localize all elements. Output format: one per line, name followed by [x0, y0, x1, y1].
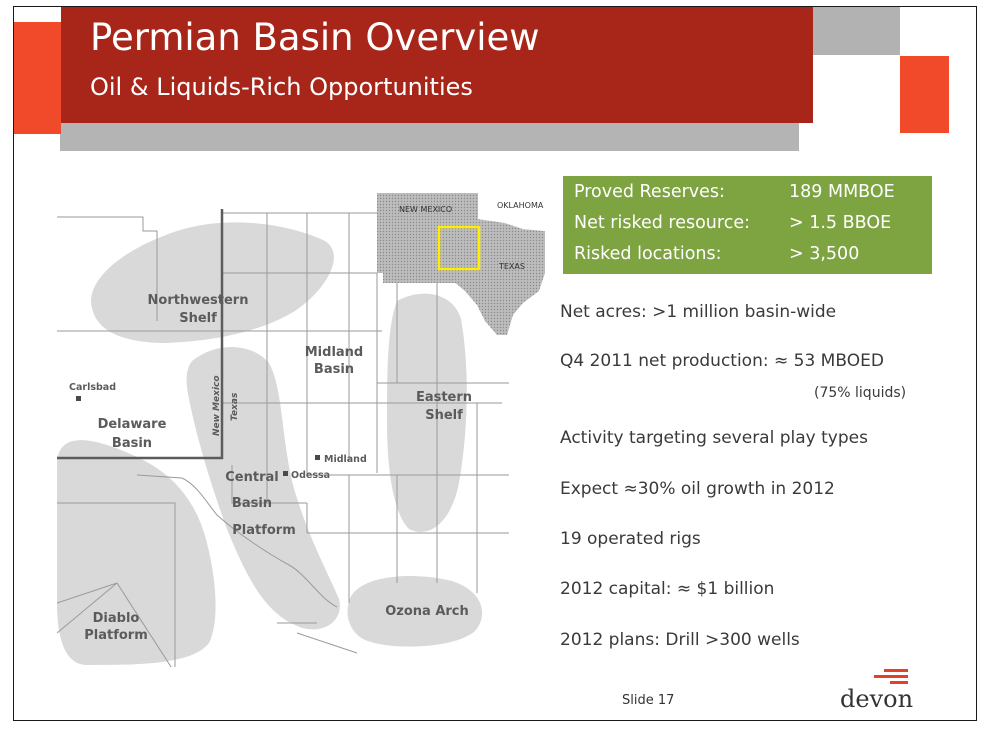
- inset-highlight-box: [437, 225, 481, 271]
- slide-title: Permian Basin Overview: [90, 16, 540, 59]
- label-delaware-basin-2: Basin: [112, 436, 152, 451]
- label-central-basin-2: Basin: [232, 496, 272, 511]
- logo-bar-icon: [884, 669, 908, 672]
- bullet-plans: 2012 plans: Drill >300 wells: [560, 630, 800, 650]
- slide-subtitle: Oil & Liquids-Rich Opportunities: [90, 73, 473, 101]
- highlight-net-risked-resource-value: > 1.5 BBOE: [789, 213, 892, 233]
- region-delaware-basin: [57, 440, 216, 665]
- logo-bar-icon: [874, 675, 908, 678]
- label-central-basin-1: Central: [225, 470, 278, 485]
- label-ozona-arch: Ozona Arch: [385, 604, 469, 619]
- label-midland-basin-2: Basin: [314, 362, 354, 377]
- bullet-capital: 2012 capital: ≈ $1 billion: [560, 579, 775, 599]
- logo-text: devon: [840, 685, 914, 713]
- highlight-risked-locations-value: > 3,500: [789, 244, 860, 264]
- bullet-net-acres: Net acres: >1 million basin-wide: [560, 302, 837, 322]
- label-odessa: Odessa: [291, 470, 330, 481]
- label-eastern-shelf-1: Eastern: [416, 390, 472, 405]
- header-orange-accent-left: [14, 22, 61, 134]
- midland-marker: [315, 455, 320, 460]
- header-orange-accent-right: [900, 56, 949, 133]
- highlight-net-risked-resource-label: Net risked resource:: [574, 213, 750, 233]
- bullet-production-note: (75% liquids): [814, 385, 907, 401]
- carlsbad-marker: [76, 396, 81, 401]
- inset-label-texas: TEXAS: [498, 262, 525, 271]
- header-banner: [61, 7, 813, 123]
- header-shadow-band: [60, 122, 799, 151]
- label-diablo-platform-2: Platform: [84, 628, 148, 643]
- logo-bar-icon: [890, 681, 908, 684]
- bullet-production: Q4 2011 net production: ≈ 53 MBOED: [560, 351, 884, 371]
- region-central-basin-platform: [186, 346, 340, 630]
- slide: Permian Basin Overview Oil & Liquids-Ric…: [13, 6, 977, 721]
- label-new-mexico-border: New Mexico: [212, 375, 222, 436]
- label-eastern-shelf-2: Shelf: [425, 408, 463, 423]
- label-midland-basin-1: Midland: [305, 345, 364, 360]
- label-delaware-basin-1: Delaware: [98, 417, 167, 432]
- label-central-basin-3: Platform: [232, 523, 296, 538]
- label-northwestern-shelf-1: Northwestern: [148, 293, 249, 308]
- inset-oklahoma-shape: [468, 193, 545, 231]
- label-diablo-platform-1: Diablo: [93, 611, 140, 626]
- label-carlsbad: Carlsbad: [69, 382, 116, 393]
- header-gray-accent: [812, 7, 900, 55]
- highlight-proved-reserves-value: 189 MMBOE: [789, 182, 895, 202]
- permian-basin-map: Northwestern Shelf Midland Basin Eastern…: [57, 209, 509, 667]
- label-texas-border: Texas: [230, 392, 240, 421]
- bullet-activity: Activity targeting several play types: [560, 428, 868, 448]
- region-ozona-arch: [347, 575, 483, 647]
- highlight-risked-locations-label: Risked locations:: [574, 244, 722, 264]
- region-northwestern-shelf: [91, 222, 334, 343]
- bullet-growth: Expect ≈30% oil growth in 2012: [560, 479, 835, 499]
- label-midland: Midland: [324, 454, 367, 465]
- inset-label-oklahoma: OKLAHOMA: [497, 201, 544, 210]
- inset-label-new-mexico: NEW MEXICO: [399, 205, 452, 214]
- devon-logo: devon: [840, 669, 920, 715]
- bullet-rigs: 19 operated rigs: [560, 529, 701, 549]
- inset-locator-map: NEW MEXICO OKLAHOMA TEXAS: [377, 193, 545, 335]
- highlight-proved-reserves-label: Proved Reserves:: [574, 182, 725, 202]
- slide-number: Slide 17: [622, 693, 675, 708]
- inset-texas-shape: [431, 193, 545, 335]
- odessa-marker: [283, 471, 288, 476]
- region-eastern-shelf: [387, 293, 467, 532]
- label-northwestern-shelf-2: Shelf: [179, 311, 217, 326]
- highlights-box: Proved Reserves: 189 MMBOE Net risked re…: [563, 176, 932, 274]
